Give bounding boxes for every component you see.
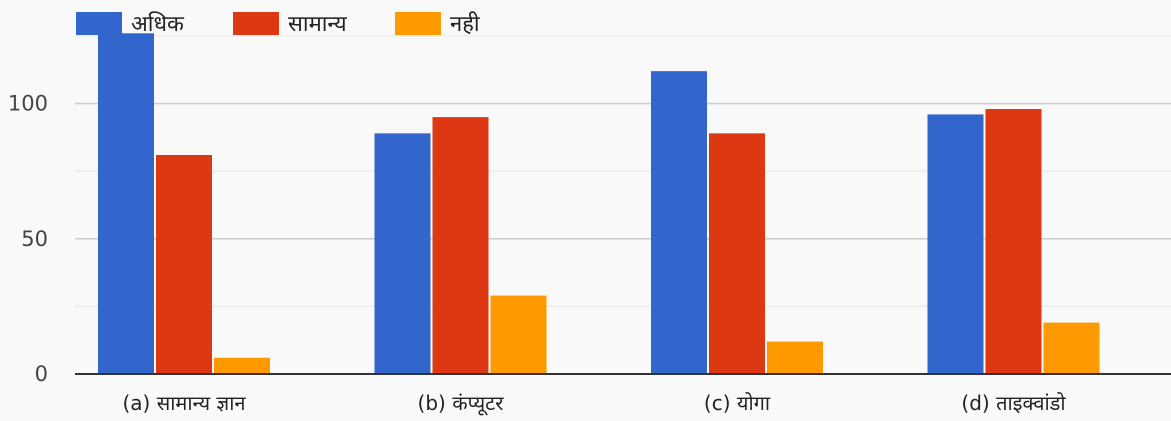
- legend-item-1: अधिक: [76, 11, 185, 37]
- bar-2-series-3: [490, 295, 547, 374]
- bar-4-series-3: [1043, 322, 1100, 374]
- x-category-label: (b) कंप्यूटर: [418, 391, 505, 416]
- bar-2-series-1: [374, 133, 431, 374]
- bar-3-series-2: [709, 133, 765, 374]
- bar-1-series-3: [214, 357, 270, 374]
- bar-3-series-3: [767, 341, 823, 374]
- bar-2-series-2: [432, 117, 489, 375]
- legend: अधिक सामान्य नही: [76, 11, 480, 37]
- bar-1-series-2: [156, 154, 212, 374]
- x-category-label: (c) योगा: [704, 391, 771, 415]
- bar-4-series-2: [985, 109, 1042, 375]
- x-category-label: (a) सामान्य ज्ञान: [122, 391, 246, 415]
- x-category-label: (d) ताइक्वांडो: [961, 391, 1066, 415]
- bar-4-series-1: [927, 114, 984, 374]
- legend-swatch: [233, 12, 279, 35]
- legend-item-2: सामान्य: [233, 12, 348, 37]
- bar-3-series-1: [651, 71, 707, 374]
- bar-1-series-1: [98, 33, 154, 375]
- legend-item-3: नही: [395, 11, 480, 37]
- y-tick-label: 50: [21, 227, 48, 251]
- legend-label: सामान्य: [288, 12, 348, 37]
- legend-label: अधिक: [131, 11, 185, 37]
- y-tick-label: 100: [8, 92, 48, 116]
- x-axis-categories: (a) सामान्य ज्ञान (b) कंप्यूटर (c) योगा (d)…: [122, 391, 1066, 416]
- legend-swatch: [395, 12, 441, 35]
- bars: [98, 33, 1100, 375]
- y-tick-label: 0: [35, 362, 48, 386]
- legend-swatch: [76, 12, 122, 35]
- legend-label: नही: [450, 11, 480, 37]
- y-axis-ticks: 0 50 100: [8, 92, 48, 386]
